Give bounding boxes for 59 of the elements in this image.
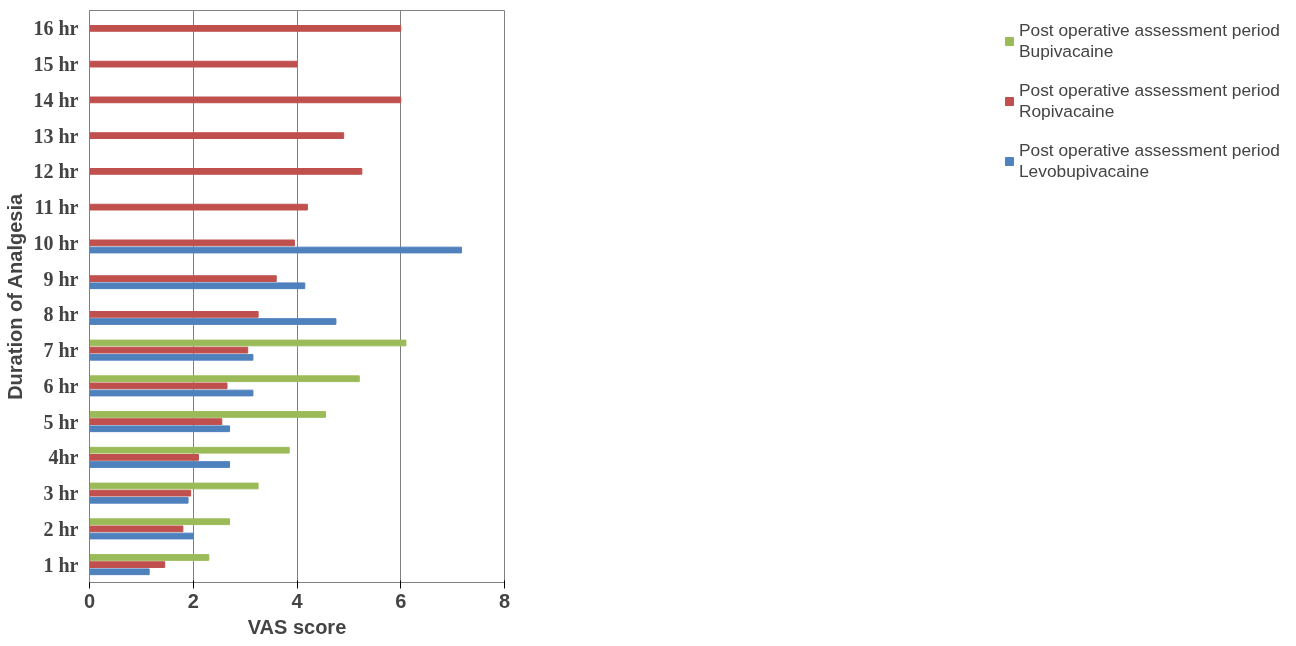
bar [89,454,199,461]
y-tick-label: 2 hr [43,517,79,540]
x-tick-label: 0 [83,589,96,612]
bar [89,411,327,418]
legend-label: Post operative assessment period Levobupivacaine [1018,140,1280,182]
y-tick-label: 8 hr [43,303,79,326]
y-tick-label: 13 hr [33,124,79,147]
bar [89,446,290,454]
legend-label: Post operative assessment period Bupivacaine [1018,20,1280,62]
x-tick-label: 6 [395,589,407,612]
y-tick-label: 5 hr [43,410,79,433]
bar [89,518,231,526]
bar [89,25,402,32]
bar [89,246,462,254]
bar [89,282,306,290]
bar [89,554,210,561]
bar [89,346,249,354]
y-tick-label: 12 hr [33,160,79,183]
bar [89,561,166,568]
bar [89,318,337,325]
x-tick-label: 4 [291,589,304,612]
bar [89,168,363,175]
bar [89,418,223,425]
bar [89,132,345,139]
bar [89,389,254,397]
bar [89,96,402,104]
y-tick-label: 3 hr [43,482,79,505]
bar [89,275,277,282]
bar [89,311,259,318]
y-tick-label: 15 hr [33,53,79,76]
y-tick-label: 9 hr [43,267,79,290]
bar [89,482,259,490]
bar [89,382,228,390]
bar [89,339,407,347]
bar [89,353,254,361]
y-tick-label: 6 hr [43,374,79,397]
y-tick-label: 7 hr [43,339,79,362]
bar [89,60,298,68]
y-tick-label: 10 hr [33,231,79,254]
bar [89,489,192,497]
bar [89,239,295,247]
y-tick-label: 4hr [48,446,79,469]
legend-label: Post operative assessment period Ropivacaine [1018,80,1280,122]
bar [89,525,184,533]
x-tick-label: 2 [187,589,199,612]
bar [89,568,150,576]
bar [89,461,231,468]
bar [89,532,194,540]
x-tick-label: 8 [498,589,511,612]
y-tick-label: 14 hr [33,88,79,111]
y-tick-label: 16 hr [33,17,79,40]
bar [89,203,308,211]
bar [89,425,231,433]
x-axis-title: VAS score [247,615,347,638]
y-axis-title: Duration of Analgesia [3,193,26,400]
bar [89,375,360,383]
y-tick-label: 11 hr [34,196,79,219]
bar [89,496,189,504]
y-tick-label: 1 hr [43,553,79,576]
